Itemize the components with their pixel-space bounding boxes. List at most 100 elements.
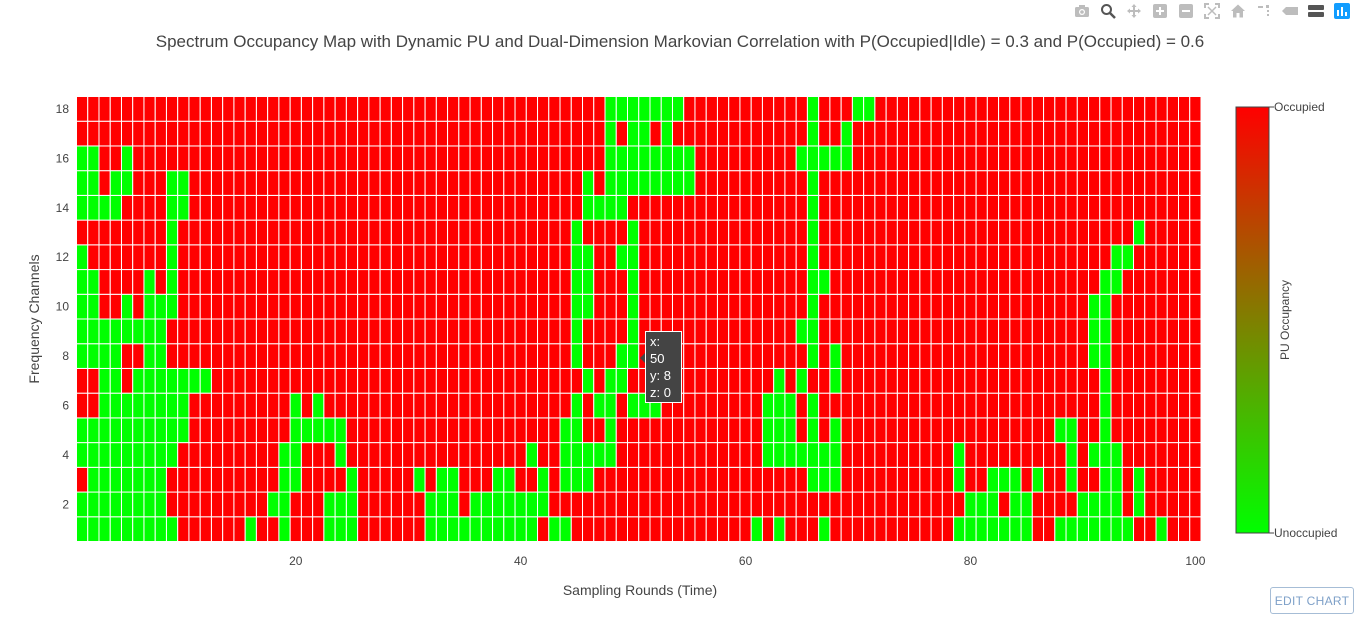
heatmap-cell[interactable] <box>312 392 325 419</box>
heatmap-cell[interactable] <box>177 442 190 468</box>
heatmap-cell[interactable] <box>829 392 842 419</box>
heatmap-cell[interactable] <box>953 466 966 493</box>
heatmap-cell[interactable] <box>267 343 280 369</box>
heatmap-cell[interactable] <box>896 145 910 172</box>
heatmap-cell[interactable] <box>1020 269 1033 295</box>
heatmap-cell[interactable] <box>694 194 707 221</box>
heatmap-cell[interactable] <box>368 417 381 444</box>
heatmap-cell[interactable] <box>1043 367 1056 394</box>
heatmap-cell[interactable] <box>469 392 482 419</box>
heatmap-cell[interactable] <box>705 170 718 196</box>
heatmap-cell[interactable] <box>716 293 730 320</box>
heatmap-cell[interactable] <box>694 96 707 122</box>
heatmap-cell[interactable] <box>615 516 629 543</box>
heatmap-cell[interactable] <box>896 417 910 444</box>
heatmap-cell[interactable] <box>368 367 381 394</box>
heatmap-cell[interactable] <box>1110 392 1123 419</box>
heatmap-cell[interactable] <box>1076 318 1090 345</box>
heatmap-cell[interactable] <box>357 442 370 468</box>
heatmap-cell[interactable] <box>87 491 100 518</box>
heatmap-cell[interactable] <box>1054 269 1067 295</box>
heatmap-cell[interactable] <box>98 120 111 147</box>
heatmap-cell[interactable] <box>1166 145 1180 172</box>
heatmap-cell[interactable] <box>582 145 595 172</box>
heatmap-cell[interactable] <box>132 392 145 419</box>
heatmap-cell[interactable] <box>424 293 437 320</box>
heatmap-cell[interactable] <box>345 417 359 444</box>
heatmap-cell[interactable] <box>716 392 730 419</box>
heatmap-cell[interactable] <box>357 170 370 196</box>
heatmap-cell[interactable] <box>998 96 1011 122</box>
heatmap-cell[interactable] <box>435 417 449 444</box>
heatmap-cell[interactable] <box>87 194 100 221</box>
heatmap-cell[interactable] <box>199 392 212 419</box>
heatmap-cell[interactable] <box>132 516 145 543</box>
heatmap-cell[interactable] <box>773 145 786 172</box>
heatmap-cell[interactable] <box>638 96 651 122</box>
heatmap-cell[interactable] <box>1076 442 1090 468</box>
heatmap-cell[interactable] <box>806 244 820 271</box>
heatmap-cell[interactable] <box>941 442 955 468</box>
heatmap-cell[interactable] <box>761 392 775 419</box>
heatmap-cell[interactable] <box>143 293 156 320</box>
heatmap-cell[interactable] <box>255 96 269 122</box>
heatmap-cell[interactable] <box>739 219 752 246</box>
heatmap-cell[interactable] <box>210 318 224 345</box>
heatmap-cell[interactable] <box>548 343 561 369</box>
heatmap-cell[interactable] <box>165 491 179 518</box>
heatmap-cell[interactable] <box>851 96 865 122</box>
heatmap-cell[interactable] <box>379 96 392 122</box>
heatmap-cell[interactable] <box>424 318 437 345</box>
heatmap-cell[interactable] <box>503 293 516 320</box>
heatmap-cell[interactable] <box>413 491 426 518</box>
heatmap-cell[interactable] <box>908 120 921 147</box>
heatmap-cell[interactable] <box>885 145 898 172</box>
heatmap-cell[interactable] <box>863 466 876 493</box>
heatmap-cell[interactable] <box>896 170 910 196</box>
heatmap-cell[interactable] <box>222 293 235 320</box>
heatmap-cell[interactable] <box>1166 367 1180 394</box>
heatmap-cell[interactable] <box>1088 170 1101 196</box>
heatmap-cell[interactable] <box>784 516 797 543</box>
heatmap-cell[interactable] <box>919 194 932 221</box>
heatmap-cell[interactable] <box>503 442 516 468</box>
heatmap-cell[interactable] <box>154 367 167 394</box>
heatmap-cell[interactable] <box>98 516 111 543</box>
heatmap-cell[interactable] <box>210 293 224 320</box>
heatmap-cell[interactable] <box>1031 219 1045 246</box>
heatmap-cell[interactable] <box>1088 318 1101 345</box>
heatmap-cell[interactable] <box>615 194 629 221</box>
heatmap-cell[interactable] <box>345 194 359 221</box>
heatmap-cell[interactable] <box>1178 293 1191 320</box>
heatmap-cell[interactable] <box>289 367 302 394</box>
heatmap-cell[interactable] <box>975 516 988 543</box>
heatmap-cell[interactable] <box>1189 491 1202 518</box>
heatmap-cell[interactable] <box>222 219 235 246</box>
heatmap-cell[interactable] <box>267 170 280 196</box>
heatmap-cell[interactable] <box>480 367 494 394</box>
heatmap-cell[interactable] <box>345 392 359 419</box>
heatmap-cell[interactable] <box>627 219 640 246</box>
heatmap-cell[interactable] <box>750 269 763 295</box>
heatmap-cell[interactable] <box>323 466 336 493</box>
heatmap-cell[interactable] <box>806 145 820 172</box>
heatmap-cell[interactable] <box>986 269 1000 295</box>
heatmap-cell[interactable] <box>851 516 865 543</box>
heatmap-cell[interactable] <box>514 293 527 320</box>
heatmap-cell[interactable] <box>1043 145 1056 172</box>
heatmap-cell[interactable] <box>582 367 595 394</box>
heatmap-cell[interactable] <box>402 318 415 345</box>
heatmap-cell[interactable] <box>874 293 887 320</box>
heatmap-cell[interactable] <box>98 145 111 172</box>
heatmap-cell[interactable] <box>222 96 235 122</box>
heatmap-cell[interactable] <box>210 516 224 543</box>
heatmap-cell[interactable] <box>402 170 415 196</box>
heatmap-cell[interactable] <box>1178 343 1191 369</box>
heatmap-cell[interactable] <box>638 442 651 468</box>
heatmap-cell[interactable] <box>1031 417 1045 444</box>
heatmap-cell[interactable] <box>1088 120 1101 147</box>
heatmap-cell[interactable] <box>289 343 302 369</box>
heatmap-cell[interactable] <box>773 417 786 444</box>
heatmap-cell[interactable] <box>267 145 280 172</box>
heatmap-cell[interactable] <box>177 417 190 444</box>
